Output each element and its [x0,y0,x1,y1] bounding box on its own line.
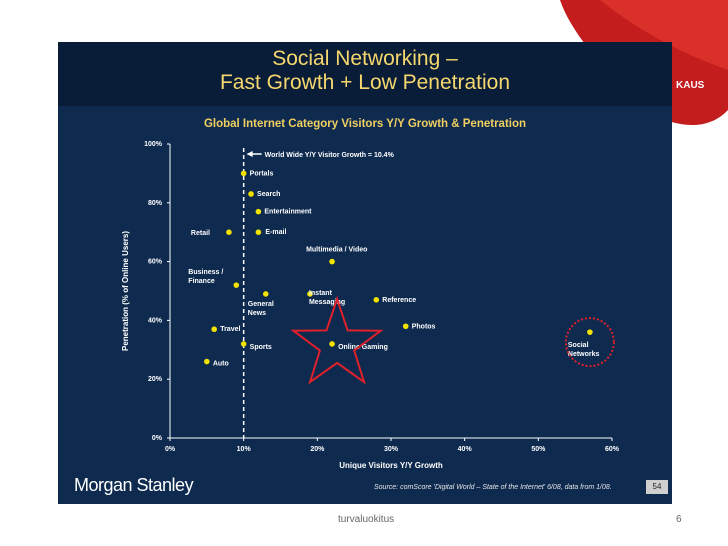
slide-header [58,42,672,106]
data-point [240,170,247,177]
y-tick-label: 60% [148,259,163,266]
page-number: 6 [676,514,682,525]
chart-title: Global Internet Category Visitors Y/Y Gr… [203,118,527,130]
reference-line-label: World Wide Y/Y Visitor Growth = 10.4% [265,152,395,159]
data-point-label: Reference [382,297,416,304]
data-point [204,358,210,365]
x-tick-label: 10% [237,446,252,453]
data-point-label: Online Gaming [338,344,388,351]
y-tick-label: 100% [144,141,163,148]
x-tick-label: 0% [165,446,176,453]
x-tick-label: 60% [605,446,620,453]
data-point [233,282,240,288]
data-point-label: Auto [213,361,229,368]
footer-label: turvaluokitus [338,514,395,525]
data-point-label: Retail [191,230,210,237]
y-tick-label: 40% [148,317,163,324]
data-point-label: Networks [568,351,600,358]
data-point-label: Photos [412,323,436,330]
data-point [262,291,269,297]
slide: Social Networking – Fast Growth + Low Pe… [58,42,672,504]
y-tick-label: 80% [148,200,163,207]
scatter-plot: 0% 10% 20% 30% 40% 50% 60% 0% 20% 40% 60% 80% 100% Un… [121,141,620,470]
source-note: Source: comScore 'Digital World – State … [374,484,612,491]
data-point [307,291,313,297]
reference-arrow-head [246,151,253,157]
data-point-label: Portals [250,170,274,177]
x-tick-label: 20% [310,446,325,453]
data-point [248,191,254,197]
data-point-label: E-mail [265,229,286,236]
data-point-label: Search [257,191,280,198]
x-tick-label: 40% [458,446,473,453]
x-tick-label: 30% [384,446,399,453]
data-point-label: Finance [188,278,215,285]
data-point-label: General [248,301,274,308]
data-point-label: Business / [188,269,223,276]
y-tick-label: 0% [152,435,163,442]
slide-title-line1: Social Networking – [272,47,458,70]
data-point [587,329,593,335]
slide-number: 54 [646,480,668,494]
brand-fragment: KAUS [676,80,705,91]
data-point [373,297,380,303]
data-point [402,323,409,330]
data-point [211,326,217,333]
data-point [329,341,335,347]
data-point [329,258,335,265]
data-point-label: Sports [250,344,272,351]
y-tick-label: 20% [148,376,163,383]
highlight-circle [564,317,615,368]
morgan-stanley-logo: Morgan Stanley [74,475,194,495]
data-point [255,208,262,215]
x-tick-label: 50% [531,446,546,453]
data-point [255,229,262,235]
x-axis-label: Unique Visitors Y/Y Growth [339,461,443,470]
data-point [240,341,247,347]
data-point-label: Entertainment [264,209,312,216]
slide-title-line2: Fast Growth + Low Penetration [219,71,511,94]
highlight-star [290,295,384,385]
data-point-label: News [248,310,266,317]
data-point-label: Multimedia / Video [306,247,367,254]
y-axis-label: Penetration (% of Online Users) [121,231,130,351]
data-point [226,229,232,235]
data-point-label: Social [568,342,589,349]
data-point-label: Instant [309,290,333,297]
data-point-label: Travel [220,326,240,333]
data-point-label: Messaging [309,299,345,306]
